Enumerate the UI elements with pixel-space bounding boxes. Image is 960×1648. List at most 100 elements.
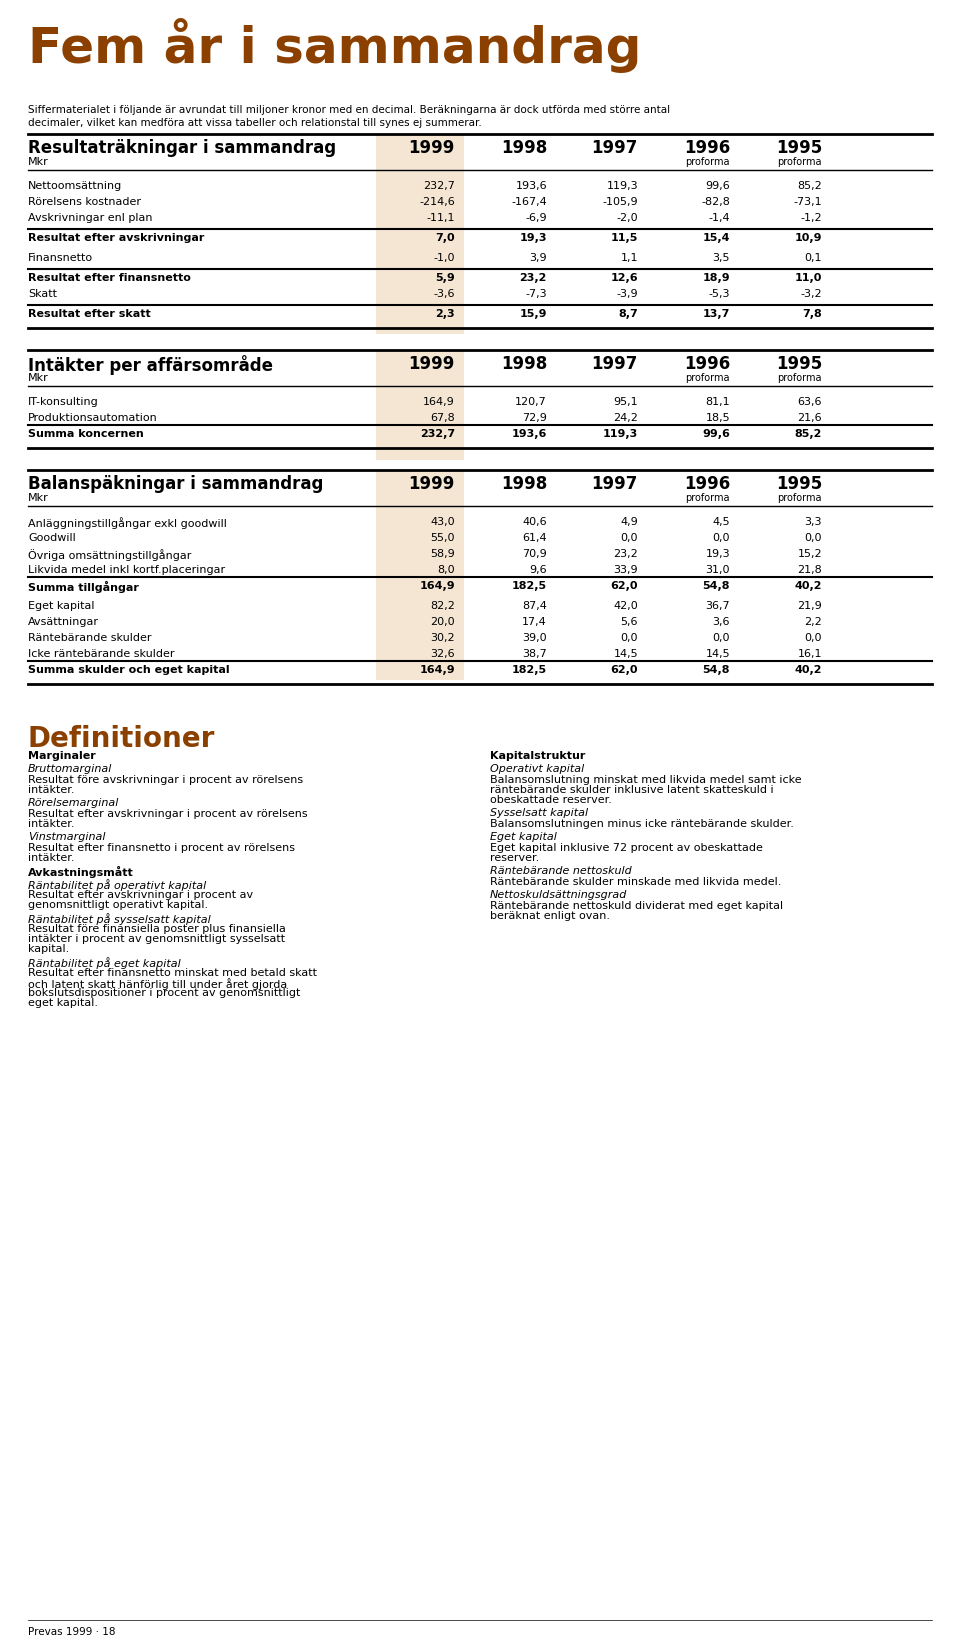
Bar xyxy=(376,351,464,461)
Text: Balansрäkningar i sammandrag: Balansрäkningar i sammandrag xyxy=(28,475,324,493)
Text: 1998: 1998 xyxy=(501,475,547,493)
Text: 36,7: 36,7 xyxy=(706,600,730,611)
Text: 99,6: 99,6 xyxy=(706,181,730,191)
Text: Anläggningstillgångar exkl goodwill: Anläggningstillgångar exkl goodwill xyxy=(28,517,227,529)
Text: 2,3: 2,3 xyxy=(436,308,455,318)
Text: 8,7: 8,7 xyxy=(618,308,638,318)
Text: Övriga omsättningstillgångar: Övriga omsättningstillgångar xyxy=(28,549,191,560)
Text: Skatt: Skatt xyxy=(28,288,57,298)
Text: 58,9: 58,9 xyxy=(430,549,455,559)
Text: proforma: proforma xyxy=(685,493,730,503)
Text: 2,2: 2,2 xyxy=(804,616,822,626)
Text: Balansomslutningen minus icke räntebärande skulder.: Balansomslutningen minus icke räntebäran… xyxy=(490,819,794,829)
Text: Nettoskuldsättningsgrad: Nettoskuldsättningsgrad xyxy=(490,890,628,900)
Text: 70,9: 70,9 xyxy=(522,549,547,559)
Text: -11,1: -11,1 xyxy=(426,213,455,222)
Text: Resultat efter finansnetto i procent av rörelsens: Resultat efter finansnetto i procent av … xyxy=(28,842,295,852)
Text: 40,2: 40,2 xyxy=(795,580,822,590)
Text: IT-konsulting: IT-konsulting xyxy=(28,397,99,407)
Text: proforma: proforma xyxy=(685,157,730,166)
Text: 99,6: 99,6 xyxy=(702,428,730,438)
Text: 164,9: 164,9 xyxy=(420,580,455,590)
Text: Siffermaterialet i följande är avrundat till miljoner kronor med en decimal. Ber: Siffermaterialet i följande är avrundat … xyxy=(28,105,670,115)
Text: Avsättningar: Avsättningar xyxy=(28,616,99,626)
Text: 12,6: 12,6 xyxy=(611,274,638,283)
Text: 55,0: 55,0 xyxy=(430,532,455,542)
Text: 119,3: 119,3 xyxy=(607,181,638,191)
Text: 54,8: 54,8 xyxy=(703,664,730,674)
Text: 23,2: 23,2 xyxy=(613,549,638,559)
Text: Operativt kapital: Operativt kapital xyxy=(490,763,585,773)
Text: 1995: 1995 xyxy=(776,138,822,157)
Text: Resultat före avskrivningar i procent av rörelsens: Resultat före avskrivningar i procent av… xyxy=(28,775,303,784)
Text: 1996: 1996 xyxy=(684,475,730,493)
Text: -3,9: -3,9 xyxy=(616,288,638,298)
Text: genomsnittligt operativt kapital.: genomsnittligt operativt kapital. xyxy=(28,900,208,910)
Text: 40,6: 40,6 xyxy=(522,517,547,527)
Text: 1997: 1997 xyxy=(591,138,638,157)
Text: 95,1: 95,1 xyxy=(613,397,638,407)
Text: 19,3: 19,3 xyxy=(706,549,730,559)
Text: 1999: 1999 xyxy=(409,354,455,372)
Text: 42,0: 42,0 xyxy=(613,600,638,611)
Text: 193,6: 193,6 xyxy=(516,181,547,191)
Text: Räntebärande skulder minskade med likvida medel.: Räntebärande skulder minskade med likvid… xyxy=(490,877,781,887)
Text: intäkter i procent av genomsnittligt sysselsatt: intäkter i procent av genomsnittligt sys… xyxy=(28,933,285,943)
Text: 62,0: 62,0 xyxy=(611,580,638,590)
Text: -1,0: -1,0 xyxy=(434,252,455,262)
Text: -1,2: -1,2 xyxy=(801,213,822,222)
Text: Avskrivningar enl plan: Avskrivningar enl plan xyxy=(28,213,153,222)
Text: 4,5: 4,5 xyxy=(712,517,730,527)
Text: -1,4: -1,4 xyxy=(708,213,730,222)
Text: -82,8: -82,8 xyxy=(701,196,730,208)
Text: 11,5: 11,5 xyxy=(611,232,638,242)
Text: 15,9: 15,9 xyxy=(519,308,547,318)
Text: Resultat före finansiella poster plus finansiella: Resultat före finansiella poster plus fi… xyxy=(28,923,286,933)
Text: Summa koncernen: Summa koncernen xyxy=(28,428,144,438)
Text: -105,9: -105,9 xyxy=(602,196,638,208)
Text: Resultat efter finansnetto minskat med betald skatt: Resultat efter finansnetto minskat med b… xyxy=(28,967,317,977)
Text: -5,3: -5,3 xyxy=(708,288,730,298)
Text: 21,9: 21,9 xyxy=(797,600,822,611)
Text: Mkr: Mkr xyxy=(28,493,49,503)
Text: proforma: proforma xyxy=(778,157,822,166)
Text: 15,2: 15,2 xyxy=(798,549,822,559)
Text: -3,6: -3,6 xyxy=(434,288,455,298)
Text: 15,4: 15,4 xyxy=(703,232,730,242)
Text: 62,0: 62,0 xyxy=(611,664,638,674)
Text: -214,6: -214,6 xyxy=(420,196,455,208)
Text: 1998: 1998 xyxy=(501,354,547,372)
Text: 87,4: 87,4 xyxy=(522,600,547,611)
Text: obeskattade reserver.: obeskattade reserver. xyxy=(490,794,612,804)
Text: Resultat efter finansnetto: Resultat efter finansnetto xyxy=(28,274,191,283)
Text: Resultat efter avskrivningar i procent av rörelsens: Resultat efter avskrivningar i procent a… xyxy=(28,809,307,819)
Bar xyxy=(376,471,464,681)
Text: och latent skatt hänförlig till under året gjorda: och latent skatt hänförlig till under år… xyxy=(28,977,287,989)
Text: proforma: proforma xyxy=(778,493,822,503)
Text: reserver.: reserver. xyxy=(490,852,540,862)
Text: eget kapital.: eget kapital. xyxy=(28,997,98,1007)
Text: bokslutsdispositioner i procent av genomsnittligt: bokslutsdispositioner i procent av genom… xyxy=(28,987,300,997)
Text: Räntabilitet på eget kapital: Räntabilitet på eget kapital xyxy=(28,956,180,969)
Text: proforma: proforma xyxy=(685,372,730,382)
Text: Rörelsemarginal: Rörelsemarginal xyxy=(28,798,119,808)
Text: 38,7: 38,7 xyxy=(522,649,547,659)
Text: 67,8: 67,8 xyxy=(430,412,455,424)
Text: kapital.: kapital. xyxy=(28,943,69,954)
Text: Goodwill: Goodwill xyxy=(28,532,76,542)
Text: Summa tillgångar: Summa tillgångar xyxy=(28,580,139,593)
Text: proforma: proforma xyxy=(778,372,822,382)
Text: 3,6: 3,6 xyxy=(712,616,730,626)
Text: 1998: 1998 xyxy=(501,138,547,157)
Text: 11,0: 11,0 xyxy=(795,274,822,283)
Text: Produktionsautomation: Produktionsautomation xyxy=(28,412,157,424)
Text: Resultaträkningar i sammandrag: Resultaträkningar i sammandrag xyxy=(28,138,336,157)
Text: decimaler, vilket kan medföra att vissa tabeller och relationstal till synes ej : decimaler, vilket kan medföra att vissa … xyxy=(28,119,482,129)
Text: 85,2: 85,2 xyxy=(795,428,822,438)
Text: Eget kapital inklusive 72 procent av obeskattade: Eget kapital inklusive 72 procent av obe… xyxy=(490,842,763,852)
Text: 14,5: 14,5 xyxy=(613,649,638,659)
Text: 119,3: 119,3 xyxy=(603,428,638,438)
Text: Finansnetto: Finansnetto xyxy=(28,252,93,262)
Text: -3,2: -3,2 xyxy=(801,288,822,298)
Text: Bruttomarginal: Bruttomarginal xyxy=(28,763,112,773)
